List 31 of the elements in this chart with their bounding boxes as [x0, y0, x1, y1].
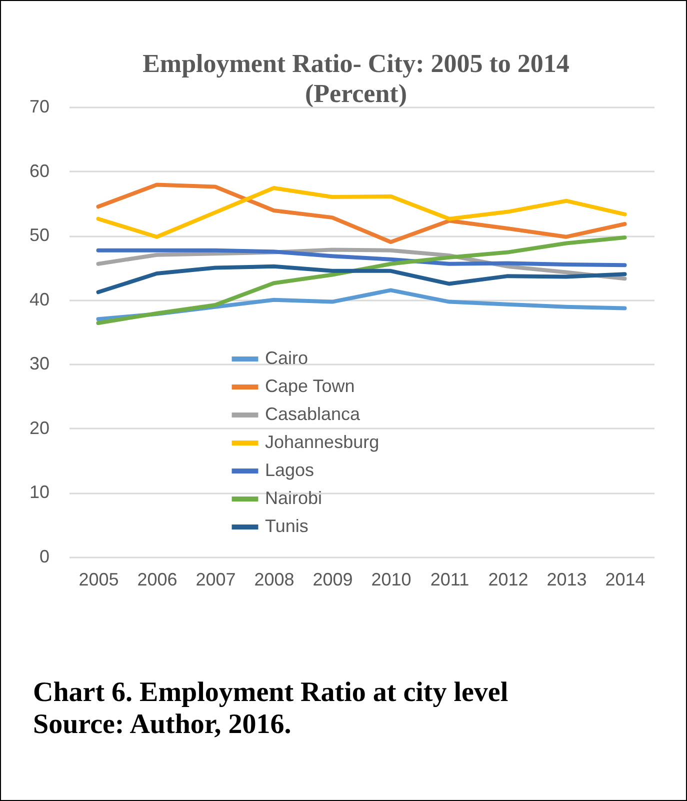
- y-tick-label: 0: [39, 546, 50, 566]
- legend-label: Cairo: [265, 348, 308, 368]
- x-tick-label: 2011: [430, 570, 470, 590]
- legend-label: Tunis: [265, 516, 308, 536]
- line-series: [96, 236, 627, 325]
- x-tick-label: 2014: [605, 570, 646, 590]
- x-tick-label: 2009: [312, 570, 353, 590]
- y-tick-label: 20: [29, 418, 50, 438]
- y-tick-label: 40: [29, 289, 50, 310]
- y-tick-label: 10: [29, 482, 50, 502]
- legend-label: Johannesburg: [265, 432, 380, 452]
- x-tick-label: 2005: [78, 570, 119, 590]
- legend-label: Lagos: [265, 460, 314, 480]
- legend-label: Cape Town: [265, 376, 355, 396]
- y-tick-label: 70: [29, 96, 50, 116]
- y-tick-label: 50: [29, 225, 50, 246]
- x-tick-label: 2008: [254, 570, 294, 590]
- caption: Chart 6. Employment Ratio at city level: [33, 677, 510, 709]
- x-tick-label: 2007: [196, 570, 236, 590]
- y-tick-label: 30: [29, 354, 50, 374]
- line-series: [96, 264, 627, 294]
- source-note: Source: Author, 2016.: [33, 709, 292, 741]
- chart-title: Employment Ratio- City: 2005 to 2014 (Percent): [142, 49, 570, 109]
- x-tick-label: 2012: [488, 570, 528, 590]
- y-tick-label: 60: [29, 160, 50, 181]
- line-series: [96, 248, 627, 268]
- legend-label: Casablanca: [265, 404, 362, 424]
- x-tick-label: 2006: [137, 570, 178, 590]
- x-tick-label: 2010: [371, 570, 412, 590]
- legend-label: Nairobi: [265, 488, 322, 508]
- x-tick-label: 2013: [546, 570, 587, 590]
